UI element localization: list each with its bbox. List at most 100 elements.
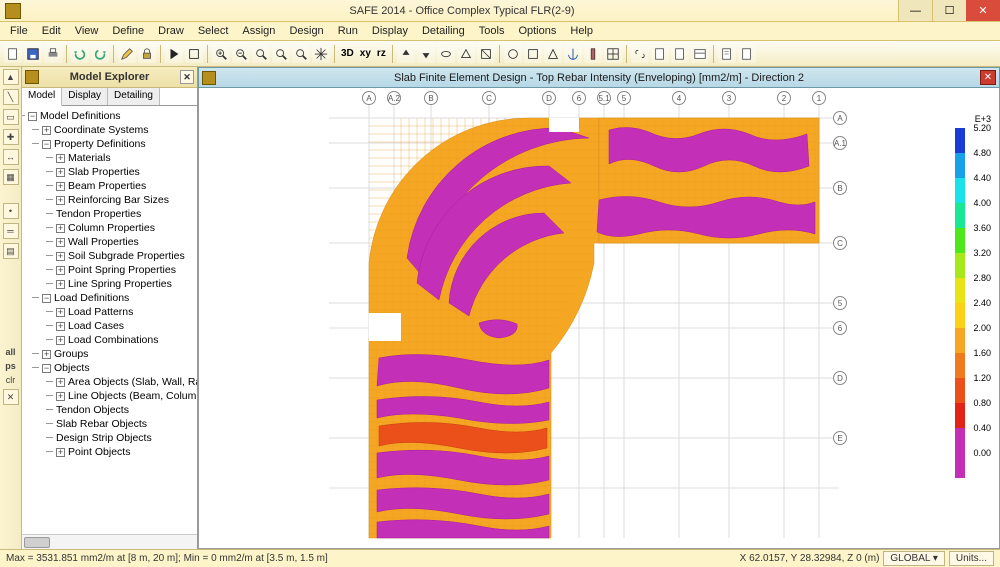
rect-tool-icon[interactable]: ▭ (3, 109, 19, 125)
table-icon[interactable] (691, 45, 709, 63)
strip-ps-label[interactable]: ps (5, 361, 16, 371)
status-units[interactable]: Units... (949, 551, 994, 566)
run-icon[interactable] (165, 45, 183, 63)
tree-tendonobj[interactable]: Tendon Objects (56, 404, 129, 416)
view-rz-button[interactable]: rz (375, 48, 388, 59)
tree-column[interactable]: Column Properties (68, 222, 155, 234)
x-tool-icon[interactable]: ✕ (3, 389, 19, 405)
menu-draw[interactable]: Draw (152, 23, 190, 39)
explorer-close-icon[interactable]: ✕ (180, 70, 194, 84)
close-button[interactable]: ✕ (966, 0, 1000, 21)
triangle-icon[interactable] (544, 45, 562, 63)
tree-loadpat[interactable]: Load Patterns (68, 306, 133, 318)
save-icon[interactable] (24, 45, 42, 63)
tree-designstrip[interactable]: Design Strip Objects (56, 432, 152, 444)
minimize-button[interactable]: — (898, 0, 932, 21)
status-global[interactable]: GLOBAL ▾ (883, 551, 944, 566)
zoom-fit-icon[interactable] (252, 45, 270, 63)
redo-icon[interactable] (91, 45, 109, 63)
tree-linespr[interactable]: Line Spring Properties (68, 278, 172, 290)
area-tool-icon[interactable]: ▤ (3, 243, 19, 259)
undo-icon[interactable] (71, 45, 89, 63)
tree-groups[interactable]: Groups (54, 348, 88, 360)
tree-coord[interactable]: Coordinate Systems (54, 124, 149, 136)
tree-root[interactable]: Model Definitions (40, 110, 121, 122)
pointer-tool-icon[interactable]: ▲ (3, 69, 19, 85)
dim-tool-icon[interactable]: ↔ (3, 149, 19, 165)
object-icon[interactable] (477, 45, 495, 63)
tree-materials[interactable]: Materials (68, 152, 111, 164)
pan-icon[interactable] (312, 45, 330, 63)
column-icon[interactable] (584, 45, 602, 63)
circle-icon[interactable] (504, 45, 522, 63)
strip-clr-label[interactable]: clr (6, 375, 16, 385)
menu-design[interactable]: Design (283, 23, 329, 39)
view-3d-button[interactable]: 3D (339, 48, 356, 59)
box-icon[interactable] (185, 45, 203, 63)
tree-propdef[interactable]: Property Definitions (54, 138, 146, 150)
sheet2-icon[interactable] (671, 45, 689, 63)
tree-rebar[interactable]: Reinforcing Bar Sizes (68, 194, 169, 206)
tree-loadcomb[interactable]: Load Combinations (68, 334, 158, 346)
tree-areaobj[interactable]: Area Objects (Slab, Wall, Ramp, Null) (68, 376, 197, 388)
down-arrow-icon[interactable] (417, 45, 435, 63)
elem-tool-icon[interactable]: ═ (3, 223, 19, 239)
tab-model[interactable]: Model (22, 88, 62, 106)
menu-select[interactable]: Select (192, 23, 235, 39)
report2-icon[interactable] (738, 45, 756, 63)
menu-options[interactable]: Options (512, 23, 562, 39)
link-icon[interactable] (631, 45, 649, 63)
view-xy-button[interactable]: xy (358, 48, 373, 59)
perspective-icon[interactable] (457, 45, 475, 63)
tree-loaddef[interactable]: Load Definitions (54, 292, 129, 304)
snap-tool-icon[interactable]: ✚ (3, 129, 19, 145)
maximize-button[interactable]: ☐ (932, 0, 966, 21)
menu-detailing[interactable]: Detailing (416, 23, 471, 39)
menu-help[interactable]: Help (564, 23, 599, 39)
tree-soil[interactable]: Soil Subgrade Properties (68, 250, 185, 262)
rotate-icon[interactable] (437, 45, 455, 63)
tab-display[interactable]: Display (62, 88, 108, 105)
explorer-tree[interactable]: −Model Definitions +Coordinate Systems −… (22, 106, 197, 534)
strip-all-label[interactable]: all (5, 347, 15, 357)
menu-assign[interactable]: Assign (236, 23, 281, 39)
menu-run[interactable]: Run (332, 23, 364, 39)
sheet-icon[interactable] (651, 45, 669, 63)
anchor-icon[interactable] (564, 45, 582, 63)
print-icon[interactable] (44, 45, 62, 63)
node-tool-icon[interactable]: • (3, 203, 19, 219)
tree-pointspr[interactable]: Point Spring Properties (68, 264, 176, 276)
tree-lineobj[interactable]: Line Objects (Beam, Column, Brace, Null) (68, 390, 197, 402)
zoom-window-icon[interactable] (292, 45, 310, 63)
sel-tool-icon[interactable]: ▦ (3, 169, 19, 185)
tree-loadcase[interactable]: Load Cases (68, 320, 124, 332)
tree-wall[interactable]: Wall Properties (68, 236, 139, 248)
menu-edit[interactable]: Edit (36, 23, 67, 39)
new-icon[interactable] (4, 45, 22, 63)
explorer-hscrollbar[interactable] (22, 534, 197, 549)
tree-slabprop[interactable]: Slab Properties (68, 166, 140, 178)
menu-tools[interactable]: Tools (473, 23, 511, 39)
tree-objects[interactable]: Objects (54, 362, 90, 374)
tree-tendon[interactable]: Tendon Properties (56, 208, 141, 220)
line-tool-icon[interactable]: ╲ (3, 89, 19, 105)
report-icon[interactable] (718, 45, 736, 63)
menu-display[interactable]: Display (366, 23, 414, 39)
square-icon[interactable] (524, 45, 542, 63)
tab-detailing[interactable]: Detailing (108, 88, 160, 105)
menu-file[interactable]: File (4, 23, 34, 39)
up-arrow-icon[interactable] (397, 45, 415, 63)
tree-slabrebar[interactable]: Slab Rebar Objects (56, 418, 147, 430)
view-canvas[interactable]: A A.2 B C D 6 5.1 5 4 3 2 1 A A.1 B C 5 … (198, 88, 1000, 549)
lock-icon[interactable] (138, 45, 156, 63)
menu-view[interactable]: View (69, 23, 105, 39)
tree-beamprop[interactable]: Beam Properties (68, 180, 146, 192)
view-close-icon[interactable]: ✕ (980, 70, 996, 85)
tree-pointobj[interactable]: Point Objects (68, 446, 130, 458)
grid-icon[interactable] (604, 45, 622, 63)
pencil-icon[interactable] (118, 45, 136, 63)
zoom-prev-icon[interactable] (272, 45, 290, 63)
zoom-in-icon[interactable] (212, 45, 230, 63)
menu-define[interactable]: Define (106, 23, 150, 39)
zoom-out-icon[interactable] (232, 45, 250, 63)
